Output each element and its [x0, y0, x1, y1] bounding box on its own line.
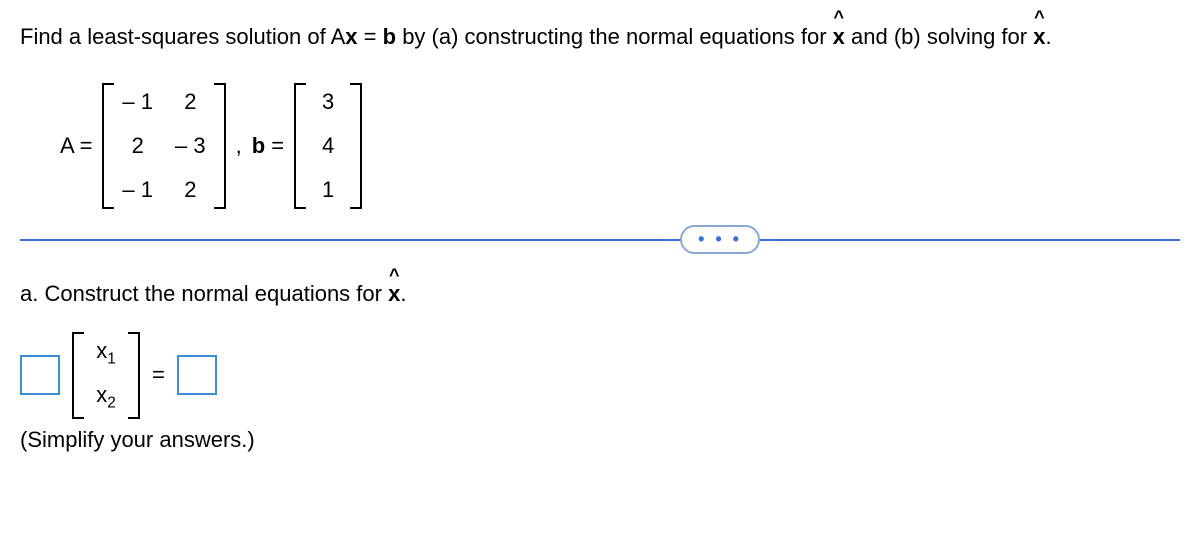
cell: 1: [314, 177, 342, 203]
x-vector: x1 x2: [72, 332, 140, 419]
var-xhat: x: [1033, 24, 1045, 49]
matrix-a-label: A =: [60, 133, 92, 159]
cell: 2: [122, 133, 153, 159]
text: and (b) solving for: [845, 24, 1033, 49]
cell: – 1: [122, 89, 153, 115]
matrix-b-label: b =: [252, 133, 284, 159]
simplify-note: (Simplify your answers.): [20, 427, 1180, 453]
part-a-prompt: a. Construct the normal equations for x.: [20, 281, 1180, 307]
more-options-button[interactable]: • • •: [680, 225, 760, 254]
cell: 2: [175, 177, 206, 203]
cell: – 3: [175, 133, 206, 159]
text: .: [400, 281, 406, 306]
matrix-input-lhs[interactable]: [20, 355, 60, 395]
text: =: [358, 24, 383, 49]
var-xhat: x: [388, 281, 400, 306]
text: .: [1045, 24, 1051, 49]
matrix-b: 3 4 1: [294, 83, 362, 209]
cell: 4: [314, 133, 342, 159]
text: Find a least-squares solution of A: [20, 24, 345, 49]
normal-equation-template: x1 x2 =: [20, 332, 1180, 419]
matrix-input-rhs[interactable]: [177, 355, 217, 395]
text: a. Construct the normal equations for: [20, 281, 388, 306]
text: by (a) constructing the normal equations…: [396, 24, 833, 49]
cell: x2: [92, 382, 120, 412]
var-x: x: [345, 24, 357, 49]
cell: 2: [175, 89, 206, 115]
cell: x1: [92, 338, 120, 368]
cell: 3: [314, 89, 342, 115]
equals: =: [152, 362, 165, 388]
matrix-a: – 1 2 2 – 3 – 1 2: [102, 83, 225, 209]
problem-statement: Find a least-squares solution of Ax = b …: [20, 20, 1180, 53]
comma: ,: [236, 133, 242, 159]
divider: • • •: [20, 239, 1180, 241]
var-xhat: x: [833, 24, 845, 49]
cell: – 1: [122, 177, 153, 203]
var-b: b: [383, 24, 396, 49]
matrix-definition: A = – 1 2 2 – 3 – 1 2 , b = 3 4 1: [60, 83, 1180, 209]
